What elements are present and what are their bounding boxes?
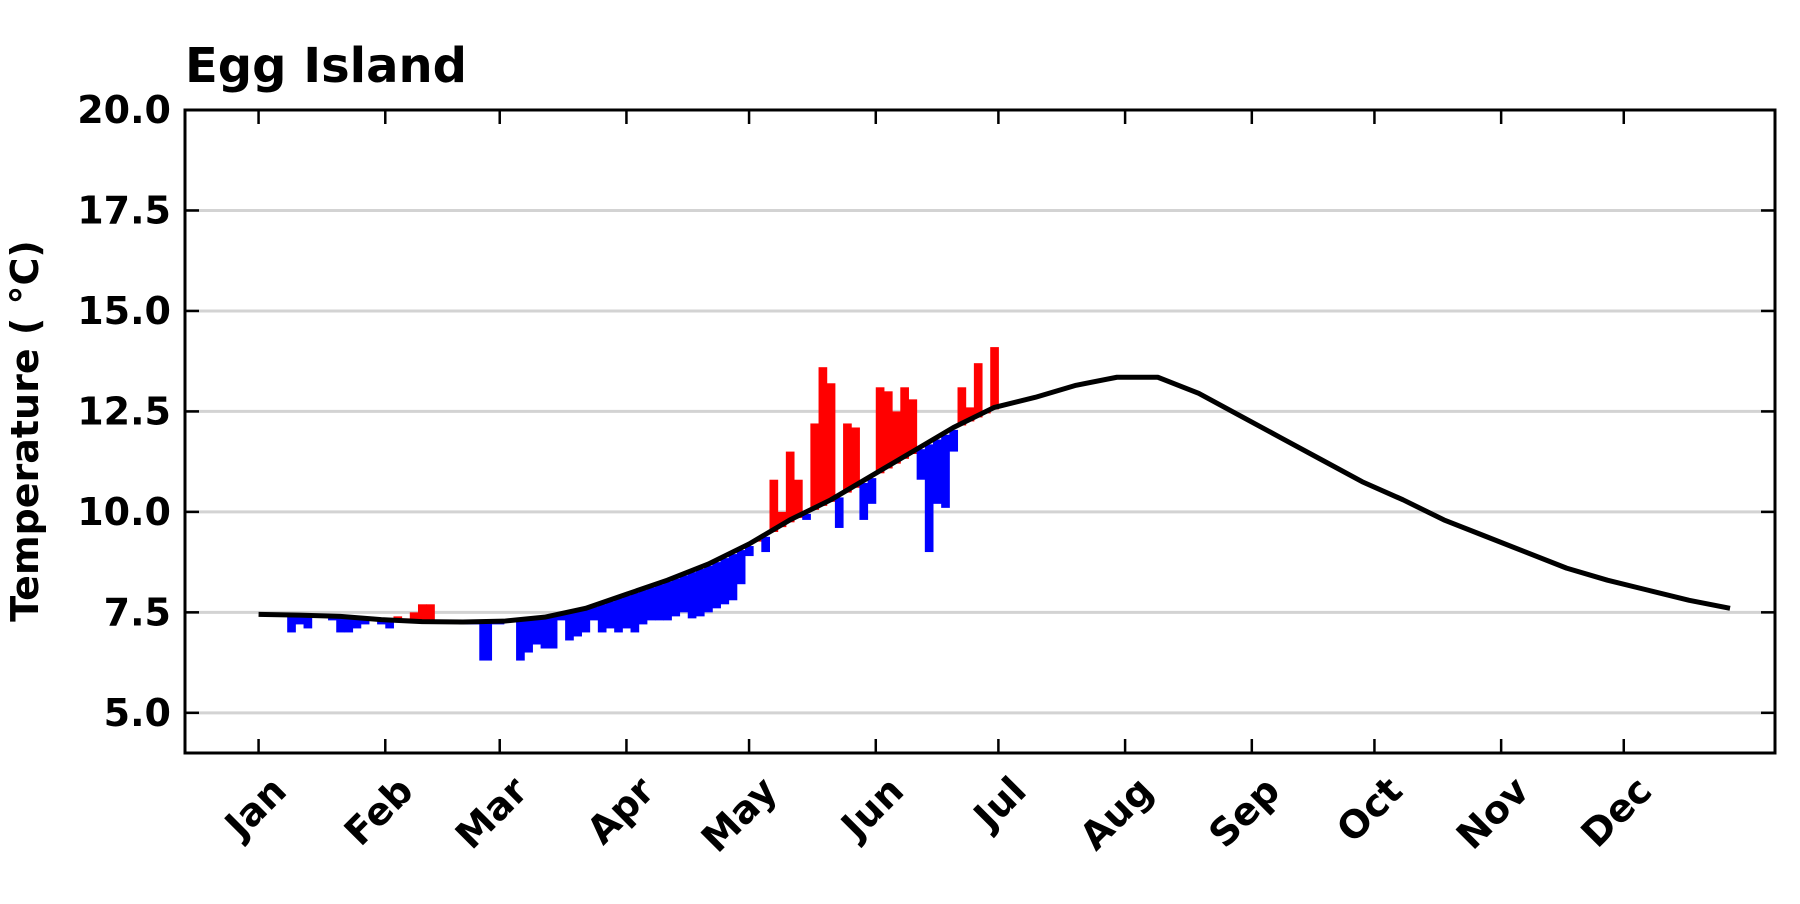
anomaly-bar	[556, 614, 566, 621]
anomaly-bar	[417, 604, 427, 622]
y-tick-label: 7.5	[104, 590, 171, 634]
anomaly-bar	[287, 614, 296, 633]
anomaly-bar	[479, 621, 493, 661]
anomaly-bar	[965, 407, 975, 422]
anomaly-bar	[810, 423, 820, 510]
anomaly-bar	[524, 619, 533, 653]
anomaly-bar	[720, 558, 730, 605]
anomaly-bar	[516, 619, 525, 661]
anomaly-bar	[785, 451, 795, 523]
anomaly-bar	[973, 363, 983, 418]
anomaly-bar	[728, 554, 738, 601]
anomaly-bar	[622, 595, 632, 629]
x-tick-label: Dec	[1573, 768, 1661, 856]
anomaly-bar	[695, 568, 705, 617]
anomaly-bar	[704, 565, 713, 613]
anomaly-bar	[679, 575, 689, 613]
anomaly-bar	[777, 511, 787, 528]
x-tick-label: Jan	[214, 768, 294, 848]
x-tick-label: Feb	[336, 768, 422, 854]
anomaly-bar	[581, 609, 591, 633]
anomaly-bar	[818, 367, 828, 506]
y-tick-label: 5.0	[104, 691, 171, 735]
anomaly-bar	[589, 606, 599, 621]
anomaly-bar	[426, 604, 435, 622]
anomaly-bar	[843, 423, 852, 493]
anomaly-bar	[638, 590, 648, 625]
anomaly-bar	[295, 615, 305, 625]
chart-title: Egg Island	[185, 38, 467, 94]
anomaly-bar	[744, 546, 754, 557]
x-tick-label: May	[693, 768, 786, 861]
anomaly-bar	[352, 617, 362, 629]
anomaly-bar	[867, 478, 877, 504]
anomaly-bar	[916, 449, 926, 480]
anomaly-bar	[548, 616, 558, 649]
anomaly-bar	[875, 387, 885, 474]
x-tick-label: Aug	[1071, 768, 1161, 858]
anomaly-bar	[614, 598, 623, 633]
anomaly-bar	[957, 387, 967, 426]
anomaly-bar	[687, 572, 697, 619]
anomaly-bar	[409, 612, 419, 621]
x-tick-label: Apr	[578, 768, 663, 853]
anomaly-bar	[565, 612, 574, 641]
anomaly-bar	[646, 587, 656, 621]
anomaly-bar	[630, 592, 640, 633]
anomaly-bar	[761, 536, 770, 553]
x-tick-label: Jun	[831, 768, 912, 849]
anomaly-bar	[834, 497, 844, 528]
anomaly-bar	[655, 584, 664, 621]
anomaly-bar	[671, 578, 681, 617]
anomaly-bar	[336, 616, 345, 633]
anomaly-bar	[573, 610, 582, 637]
anomaly-bar	[532, 618, 542, 645]
y-tick-label: 12.5	[77, 389, 171, 433]
anomaly-bar	[932, 439, 942, 504]
anomaly-bar	[769, 479, 779, 532]
x-tick-label: Mar	[447, 768, 536, 857]
anomaly-bar	[883, 391, 893, 469]
y-axis-label: Temperature ( °C)	[3, 240, 47, 621]
anomaly-bar	[900, 387, 909, 459]
y-tick-label: 17.5	[77, 188, 171, 232]
anomaly-bar	[859, 482, 869, 520]
anomaly-bar	[540, 617, 550, 649]
plot-frame	[183, 108, 1777, 755]
y-tick-label: 20.0	[77, 88, 171, 132]
anomaly-bar	[990, 347, 999, 410]
anomaly-bar	[303, 615, 313, 629]
anomaly-bar	[924, 444, 934, 553]
anomaly-bar	[802, 513, 811, 520]
anomaly-bar	[597, 604, 607, 633]
anomaly-bar	[826, 383, 836, 502]
y-tick-label: 10.0	[77, 490, 171, 534]
anomaly-bar	[344, 616, 354, 633]
anomaly-bar	[736, 550, 746, 585]
anomaly-bar	[794, 479, 803, 518]
anomaly-bar	[851, 427, 860, 488]
x-tick-label: Sep	[1200, 768, 1288, 856]
anomaly-bar	[360, 617, 370, 625]
x-tick-label: Nov	[1448, 768, 1538, 858]
anomaly-bar	[908, 399, 918, 455]
x-tick-label: Oct	[1328, 768, 1411, 851]
y-tick-label: 15.0	[77, 289, 171, 333]
climatology-line	[258, 374, 1731, 625]
anomaly-bar	[385, 619, 394, 629]
anomaly-bar	[949, 429, 959, 452]
anomaly-bar	[941, 434, 950, 508]
anomaly-bar	[606, 601, 615, 629]
anomaly-bar	[663, 581, 672, 621]
x-tick-label: Jul	[963, 768, 1035, 840]
anomaly-bar	[892, 411, 901, 464]
anomaly-bar	[712, 562, 721, 609]
